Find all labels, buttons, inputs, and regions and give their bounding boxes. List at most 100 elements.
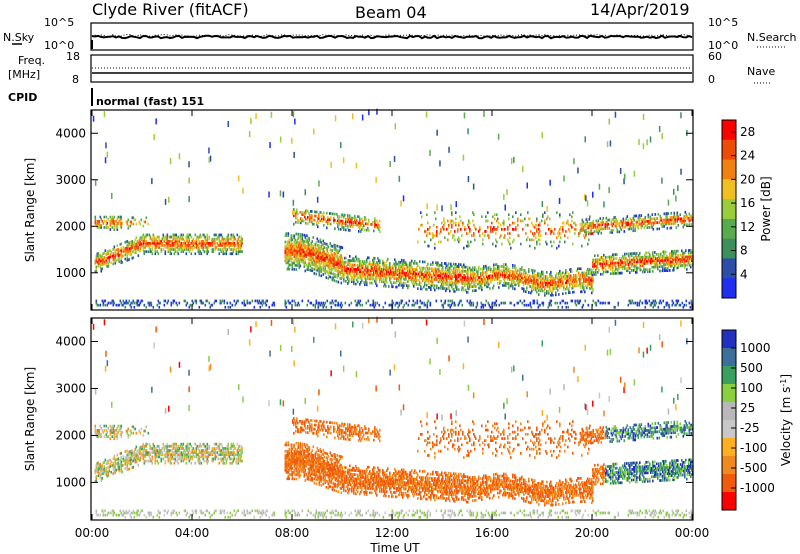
power-cell: [337, 274, 340, 278]
power-cell: [529, 244, 531, 248]
power-cell: [555, 283, 557, 286]
power-cell: [464, 265, 466, 269]
power-cell: [446, 276, 448, 280]
power-cell: [472, 289, 474, 293]
power-cell: [664, 256, 666, 260]
power-cell: [528, 278, 530, 282]
power-cell: [144, 220, 147, 224]
power-cell: [333, 221, 335, 224]
power-cell: [558, 278, 560, 282]
power-cell: [113, 219, 116, 223]
power-cell: [147, 244, 150, 247]
power-cell: [133, 241, 136, 244]
power-cell: [157, 246, 160, 249]
power-cell: [295, 257, 298, 261]
power-cell: [433, 284, 435, 287]
power-cell: [237, 250, 240, 253]
power-cell: [284, 251, 287, 254]
power-cell: [476, 303, 479, 307]
power-cell: [583, 234, 585, 237]
power-cell: [317, 303, 320, 307]
power-cell: [480, 280, 482, 283]
power-cell: [350, 263, 352, 267]
power-cell: [429, 232, 431, 235]
power-cell: [301, 239, 304, 243]
power-cell: [556, 246, 558, 250]
power-cell: [686, 217, 689, 220]
power-cell: [351, 218, 353, 222]
power-cell: [534, 246, 536, 250]
power-cell: [588, 278, 590, 282]
power-cell: [317, 254, 320, 258]
power-cell: [603, 266, 605, 270]
power-cell: [606, 260, 608, 263]
power-cell: [643, 257, 645, 261]
power-cell: [292, 249, 295, 252]
power-cell: [463, 263, 465, 267]
power-cell: [287, 259, 290, 263]
power-cell: [216, 242, 219, 245]
power-cell: [154, 246, 157, 249]
power-cell: [344, 256, 346, 260]
power-cell: [510, 301, 513, 305]
power-cell: [619, 271, 621, 275]
power-cell: [454, 238, 456, 242]
power-cell: [522, 219, 524, 223]
power-cell: [366, 266, 368, 270]
power-cell: [529, 276, 531, 280]
power-cell: [495, 299, 498, 303]
power-cell: [421, 301, 424, 305]
power-cell: [126, 220, 129, 224]
power-cell: [160, 242, 163, 245]
power-cell: [513, 238, 515, 242]
power-cell: [612, 263, 614, 267]
power-cell: [492, 272, 494, 275]
power-cell: [665, 212, 668, 215]
power-cell: [304, 215, 306, 219]
power-cell: [596, 221, 599, 225]
power-cell: [672, 258, 674, 262]
power-cell: [585, 234, 587, 237]
power-cell: [495, 238, 497, 242]
power-cell: [380, 269, 382, 273]
power-cell: [680, 253, 682, 257]
power-cell: [313, 218, 315, 222]
power-cell: [212, 239, 215, 243]
power-cell: [314, 218, 316, 222]
power-cell: [512, 215, 514, 219]
power-cell: [253, 305, 256, 309]
power-cell: [310, 269, 313, 272]
power-cell: [604, 260, 606, 263]
power-cell: [481, 288, 483, 292]
power-cell: [241, 301, 244, 305]
power-cell: [645, 299, 648, 303]
power-cell: [435, 276, 437, 279]
power-cell: [398, 260, 400, 264]
power-cell: [377, 221, 379, 225]
power-cell: [328, 254, 331, 258]
power-cell: [297, 221, 299, 224]
power-cell: [662, 259, 664, 262]
power-cell: [676, 256, 678, 259]
power-cell: [200, 239, 203, 243]
power-cell: [372, 303, 375, 307]
power-cell: [334, 303, 337, 307]
power-cell: [628, 227, 631, 231]
power-cell: [105, 263, 108, 267]
power-cell: [492, 242, 494, 246]
power-cell: [167, 248, 170, 251]
power-cell: [578, 271, 580, 275]
power-cell: [415, 280, 417, 284]
power-cell: [685, 257, 687, 261]
power-cell: [338, 221, 340, 225]
power-cell: [608, 264, 610, 267]
power-cell: [533, 234, 535, 237]
power-cell: [592, 275, 594, 278]
power-cell: [356, 272, 358, 275]
power-cell: [328, 262, 331, 266]
power-cell: [299, 249, 302, 253]
power-cell: [691, 257, 693, 261]
power-cell: [131, 246, 134, 250]
power-cell: [231, 244, 234, 247]
power-cell: [441, 261, 443, 265]
